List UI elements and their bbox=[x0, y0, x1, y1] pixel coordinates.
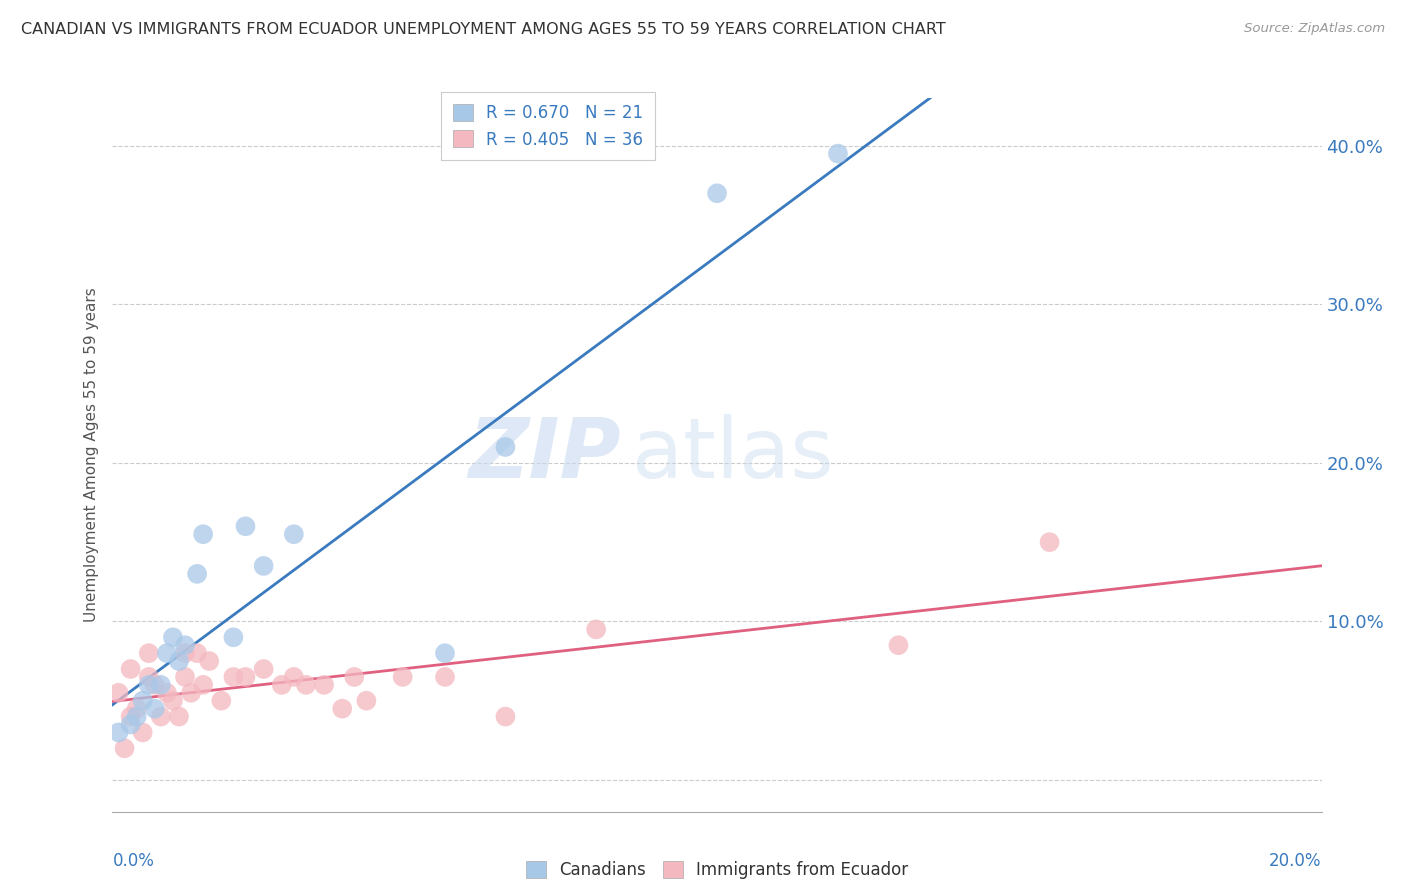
Point bbox=[149, 709, 172, 723]
Text: atlas: atlas bbox=[633, 415, 834, 495]
Point bbox=[356, 694, 378, 708]
Point bbox=[138, 678, 160, 692]
Point bbox=[887, 638, 910, 652]
Point bbox=[174, 670, 197, 684]
Point bbox=[120, 709, 142, 723]
Text: 20.0%: 20.0% bbox=[1270, 852, 1322, 870]
Point bbox=[132, 694, 155, 708]
Point bbox=[167, 654, 190, 668]
Point bbox=[167, 709, 190, 723]
Point bbox=[191, 527, 214, 541]
Point bbox=[114, 741, 136, 756]
Point bbox=[585, 623, 607, 637]
Point bbox=[391, 670, 413, 684]
Point bbox=[433, 646, 456, 660]
Point bbox=[132, 725, 155, 739]
Text: CANADIAN VS IMMIGRANTS FROM ECUADOR UNEMPLOYMENT AMONG AGES 55 TO 59 YEARS CORRE: CANADIAN VS IMMIGRANTS FROM ECUADOR UNEM… bbox=[21, 22, 946, 37]
Point bbox=[283, 527, 305, 541]
Point bbox=[186, 646, 208, 660]
Point bbox=[174, 646, 197, 660]
Point bbox=[156, 646, 179, 660]
Legend: Canadians, Immigrants from Ecuador: Canadians, Immigrants from Ecuador bbox=[519, 854, 915, 886]
Point bbox=[138, 646, 160, 660]
Point bbox=[495, 709, 517, 723]
Text: Source: ZipAtlas.com: Source: ZipAtlas.com bbox=[1244, 22, 1385, 36]
Point bbox=[156, 686, 179, 700]
Point bbox=[314, 678, 336, 692]
Point bbox=[209, 694, 232, 708]
Point bbox=[343, 670, 366, 684]
Point bbox=[1038, 535, 1062, 549]
Point bbox=[235, 670, 257, 684]
Y-axis label: Unemployment Among Ages 55 to 59 years: Unemployment Among Ages 55 to 59 years bbox=[83, 287, 98, 623]
Point bbox=[186, 566, 208, 581]
Point bbox=[149, 678, 172, 692]
Point bbox=[138, 670, 160, 684]
Point bbox=[120, 662, 142, 676]
Point bbox=[180, 686, 202, 700]
Point bbox=[222, 630, 245, 644]
Point bbox=[330, 701, 353, 715]
Point bbox=[235, 519, 257, 533]
Point bbox=[222, 670, 245, 684]
Point bbox=[495, 440, 517, 454]
Text: 0.0%: 0.0% bbox=[112, 852, 155, 870]
Point bbox=[253, 662, 276, 676]
Point bbox=[433, 670, 456, 684]
Point bbox=[125, 709, 148, 723]
Point bbox=[253, 558, 276, 573]
Text: ZIP: ZIP bbox=[468, 415, 620, 495]
Point bbox=[198, 654, 221, 668]
Point bbox=[107, 725, 129, 739]
Point bbox=[162, 630, 184, 644]
Point bbox=[270, 678, 292, 692]
Point bbox=[107, 686, 129, 700]
Point bbox=[283, 670, 305, 684]
Point bbox=[706, 186, 728, 201]
Point bbox=[143, 678, 166, 692]
Point bbox=[174, 638, 197, 652]
Point bbox=[125, 701, 148, 715]
Point bbox=[143, 701, 166, 715]
Point bbox=[120, 717, 142, 731]
Point bbox=[191, 678, 214, 692]
Point bbox=[162, 694, 184, 708]
Point bbox=[827, 146, 849, 161]
Point bbox=[295, 678, 318, 692]
